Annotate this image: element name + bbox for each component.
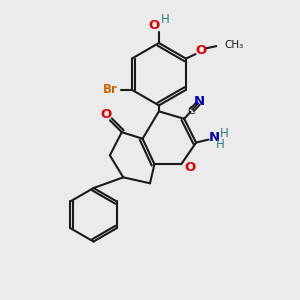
Text: O: O xyxy=(184,161,195,174)
Text: O: O xyxy=(101,108,112,122)
Text: O: O xyxy=(148,19,159,32)
Text: Br: Br xyxy=(103,83,118,96)
Text: N: N xyxy=(209,131,220,144)
Text: H: H xyxy=(161,13,170,26)
Text: N: N xyxy=(194,95,205,108)
Text: H: H xyxy=(216,138,225,152)
Text: CH₃: CH₃ xyxy=(224,40,243,50)
Text: H: H xyxy=(220,127,229,140)
Text: O: O xyxy=(196,44,207,57)
Text: C: C xyxy=(187,106,195,116)
